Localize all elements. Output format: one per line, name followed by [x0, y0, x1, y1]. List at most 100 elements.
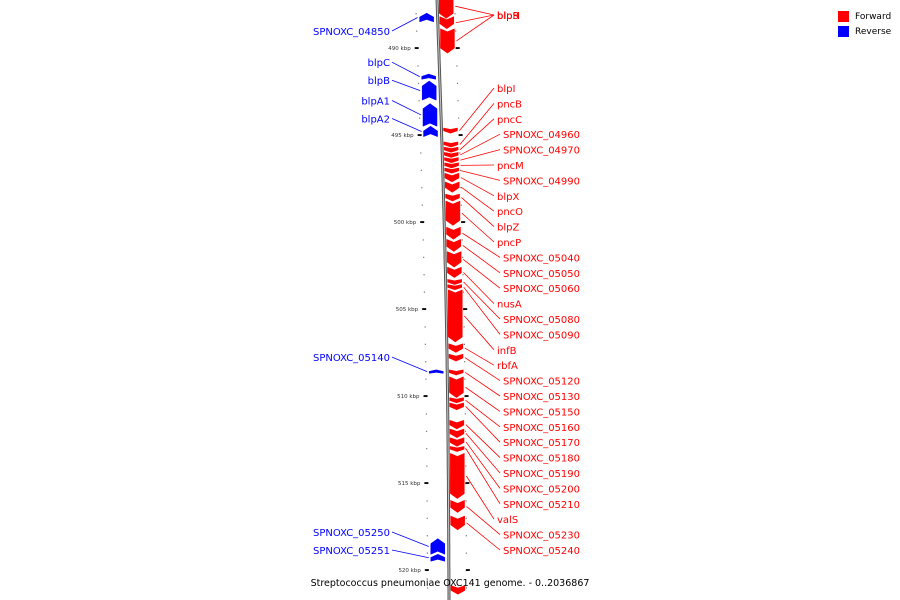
gene-forward: [444, 181, 460, 193]
minor-tick: [455, 30, 457, 32]
minor-tick: [457, 100, 459, 102]
gene-label-pnco: pncO: [497, 207, 523, 218]
minor-tick: [462, 291, 465, 293]
label-leader-line: [465, 475, 495, 520]
gene-reverse: [422, 103, 438, 127]
label-leader-line: [466, 506, 501, 535]
gene-label-pncp: pncP: [497, 238, 521, 249]
minor-tick: [425, 361, 427, 363]
gene-label-vals: valS: [497, 515, 518, 526]
gene-forward: [450, 499, 465, 513]
label-leader-line: [465, 386, 501, 412]
major-tick: [422, 308, 427, 310]
minor-tick: [464, 413, 466, 415]
minor-tick: [415, 13, 417, 15]
label-leader-line: [465, 424, 501, 458]
major-tick: [414, 47, 419, 49]
label-leader-line: [466, 522, 501, 551]
minor-tick: [464, 361, 466, 363]
gene-forward: [445, 200, 461, 226]
label-leader-line: [465, 441, 501, 489]
major-tick: [464, 395, 469, 397]
gene-label-spnoxc_05140: SPNOXC_05140: [313, 353, 390, 364]
gene-label-spnoxc_05050: SPNOXC_05050: [503, 269, 580, 280]
label-leader-line: [465, 372, 501, 397]
minor-tick: [465, 500, 467, 502]
gene-forward: [444, 172, 460, 183]
gene-label-spnoxc_05160: SPNOXC_05160: [503, 423, 580, 434]
label-leader-line: [391, 549, 429, 559]
minor-tick: [425, 430, 428, 432]
gene-label-nusa: nusA: [497, 300, 522, 311]
gene-label-spnoxc_04970: SPNOXC_04970: [503, 146, 580, 157]
gene-forward: [448, 353, 464, 362]
label-leader-line: [391, 79, 421, 91]
legend-item-reverse: Reverse: [838, 24, 898, 39]
gene-label-spnoxc_04990: SPNOXC_04990: [503, 176, 580, 187]
gene-forward: [438, 0, 454, 19]
gene-label-spnoxc_05240: SPNOXC_05240: [503, 546, 580, 557]
label-leader-line: [391, 531, 429, 547]
gene-label-pncm: pncM: [497, 161, 524, 172]
minor-tick: [464, 430, 467, 432]
gene-label-spnoxc_05060: SPNOXC_05060: [503, 284, 580, 295]
gene-reverse: [421, 80, 437, 101]
gene-reverse: [421, 73, 436, 80]
gene-forward: [449, 446, 465, 452]
gene-label-spnoxc_05190: SPNOXC_05190: [503, 469, 580, 480]
gene-forward: [449, 376, 464, 398]
gene-label-spnoxc_05090: SPNOXC_05090: [503, 330, 580, 341]
minor-tick: [426, 465, 428, 467]
minor-tick: [425, 378, 427, 380]
gene-reverse: [428, 369, 444, 374]
gene-track: [419, 0, 466, 595]
label-leader-line: [462, 232, 501, 258]
gene-label-pncc: pncC: [497, 115, 522, 126]
major-tick: [423, 395, 428, 397]
gene-forward: [445, 193, 460, 202]
gene-label-spnoxc_04960: SPNOXC_04960: [503, 130, 580, 141]
gene-forward: [443, 141, 459, 148]
gene-label-blpx: blpX: [497, 192, 519, 203]
label-leader-line: [459, 87, 495, 131]
minor-tick: [417, 82, 420, 84]
minor-tick: [462, 256, 464, 258]
gene-forward: [447, 279, 462, 285]
label-leader-line: [464, 347, 495, 366]
major-tick: [458, 134, 463, 136]
label-leader-line: [455, 5, 495, 16]
minor-tick: [424, 326, 426, 328]
label-leader-line: [462, 259, 501, 289]
gene-label-blps: blpS: [497, 11, 519, 22]
label-leader-line: [462, 245, 501, 274]
label-leader-line: [463, 281, 501, 320]
major-tick: [417, 134, 422, 136]
axis-line-highlight: [436, 0, 450, 600]
major-tick: [424, 482, 429, 484]
gene-label-spnoxc_05170: SPNOXC_05170: [503, 438, 580, 449]
axis-line: [435, 0, 451, 600]
label-leader-line: [391, 17, 418, 32]
minor-tick: [459, 169, 461, 171]
major-tick: [465, 482, 470, 484]
minor-tick: [418, 100, 420, 102]
label-leader-line: [463, 286, 501, 335]
major-tick: [424, 569, 429, 571]
gene-forward: [448, 343, 464, 353]
label-leader-line: [465, 448, 501, 505]
minor-tick: [459, 152, 461, 154]
gene-forward: [449, 397, 464, 404]
label-leader-line: [391, 356, 428, 372]
legend-label: Forward: [855, 11, 892, 22]
gene-forward: [448, 289, 463, 343]
minor-tick: [423, 291, 426, 293]
gene-label-spnoxc_05120: SPNOXC_05120: [503, 377, 580, 388]
major-tick: [465, 569, 470, 571]
label-leader-line: [391, 61, 420, 78]
gene-label-blpa2: blpA2: [361, 114, 390, 125]
gene-reverse: [430, 554, 446, 562]
gene-forward: [450, 515, 465, 531]
minor-tick: [465, 448, 467, 450]
tick-label: 495 kbp: [391, 133, 414, 139]
